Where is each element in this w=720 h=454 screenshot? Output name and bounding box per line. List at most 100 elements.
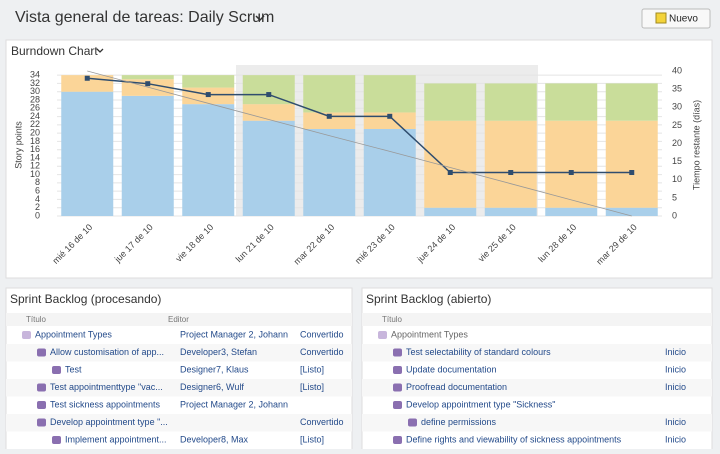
item-status[interactable]: Convertido (300, 329, 344, 339)
panel-title: Sprint Backlog (procesando) (10, 292, 161, 306)
bar-segment (61, 91, 114, 216)
panel-title: Sprint Backlog (abierto) (366, 292, 491, 306)
item-title: Appointment Types (35, 329, 112, 339)
line (87, 77, 632, 174)
item-title: Update documentation (406, 364, 497, 374)
item-status[interactable]: [Listo] (300, 434, 324, 444)
line-marker (508, 170, 514, 175)
header-row (362, 313, 712, 326)
item-editor: Project Manager 2, Johann (180, 399, 288, 409)
item-status[interactable]: [Listo] (300, 382, 324, 392)
line (87, 70, 632, 217)
y2-tick-label: 10 (672, 174, 682, 184)
y-tick-label: 24 (30, 111, 40, 121)
item-title: Test sickness appointments (50, 399, 161, 409)
item-title: Develop appointment type "... (50, 417, 168, 427)
item-title: Implement appointment... (65, 434, 167, 444)
y-tick-label: 4 (35, 194, 40, 204)
item-status[interactable]: Inicio (665, 417, 686, 427)
item-title: define permissions (421, 417, 497, 427)
item-icon (393, 348, 402, 357)
item-title: Develop appointment type "Sickness" (406, 399, 555, 409)
item-icon (378, 331, 387, 339)
item-status[interactable]: Inicio (665, 434, 686, 444)
item-icon (37, 418, 46, 427)
item-status[interactable]: Inicio (665, 382, 686, 392)
y-tick-label: 20 (30, 128, 40, 138)
y2-tick-label: 5 (672, 192, 677, 202)
bar-segment (242, 104, 295, 121)
y-tick-label: 18 (30, 136, 40, 146)
item-editor: Designer6, Wulf (180, 382, 244, 392)
line-marker (568, 170, 574, 175)
y-axis-label: Story points (13, 121, 23, 169)
bar-segment (242, 75, 295, 105)
bar-segment (363, 129, 416, 216)
line-marker (387, 113, 393, 119)
bar-segment (303, 129, 356, 216)
y-tick-label: 10 (30, 169, 40, 179)
bar-segment (121, 75, 174, 80)
bar-segment (545, 207, 598, 216)
y-tick-label: 16 (30, 144, 40, 154)
row-bg (362, 379, 712, 397)
item-editor: Developer3, Stefan (180, 347, 257, 357)
y2-tick-label: 35 (672, 84, 682, 94)
y2-tick-label: 15 (672, 156, 682, 166)
y-tick-label: 30 (30, 86, 40, 96)
bar-segment (545, 83, 598, 121)
y-tick-label: 12 (30, 161, 40, 171)
item-title: Appointment Types (391, 329, 468, 339)
item-status[interactable]: Inicio (665, 347, 686, 357)
chart-title: Burndown Chart (11, 44, 98, 58)
item-title: Test selectability of standard colours (406, 347, 551, 357)
y-tick-label: 28 (30, 94, 40, 104)
new-button-label[interactable]: Nuevo (669, 14, 698, 25)
row-bg (362, 344, 712, 362)
item-editor: Project Manager 2, Johann (180, 329, 288, 339)
item-editor: Designer7, Klaus (180, 364, 249, 374)
bar-segment (424, 207, 477, 216)
bar-segment (182, 104, 235, 216)
bar-segment (363, 75, 416, 113)
y-tick-label: 6 (35, 186, 40, 196)
y-tick-label: 22 (30, 119, 40, 129)
y2-tick-label: 40 (672, 65, 682, 75)
item-title: Proofread documentation (406, 382, 507, 392)
line-marker (145, 81, 151, 87)
item-icon (52, 436, 61, 444)
item-icon (37, 383, 46, 392)
line-marker (447, 170, 453, 175)
row-bg (362, 414, 712, 432)
bar-segment (605, 120, 658, 208)
page-title: Vista general de tareas: Daily Scrum (15, 9, 274, 26)
y2-tick-label: 30 (672, 102, 682, 112)
bar-segment (484, 120, 537, 208)
item-icon (408, 418, 417, 427)
bar-segment (605, 83, 658, 121)
bar-segment (121, 95, 174, 216)
header-row (6, 313, 352, 326)
item-status[interactable]: [Listo] (300, 364, 324, 374)
item-icon (393, 383, 402, 392)
item-icon (37, 401, 46, 409)
y-tick-label: 34 (30, 70, 40, 80)
y2-tick-label: 0 (672, 210, 677, 220)
line-marker (205, 92, 211, 98)
bar-segment (424, 120, 477, 208)
row-bg (6, 344, 352, 362)
bar-segment (303, 75, 356, 113)
line-marker (629, 170, 635, 175)
item-editor: Developer8, Max (180, 434, 249, 444)
bar-segment (484, 207, 537, 216)
item-title: Allow customisation of app... (50, 347, 164, 357)
line-marker (84, 75, 90, 81)
y2-tick-label: 25 (672, 120, 682, 130)
bar-segment (484, 83, 537, 121)
item-status[interactable]: Inicio (665, 364, 686, 374)
item-icon (393, 401, 402, 409)
item-status[interactable]: Convertido (300, 417, 344, 427)
item-status[interactable]: Convertido (300, 347, 344, 357)
